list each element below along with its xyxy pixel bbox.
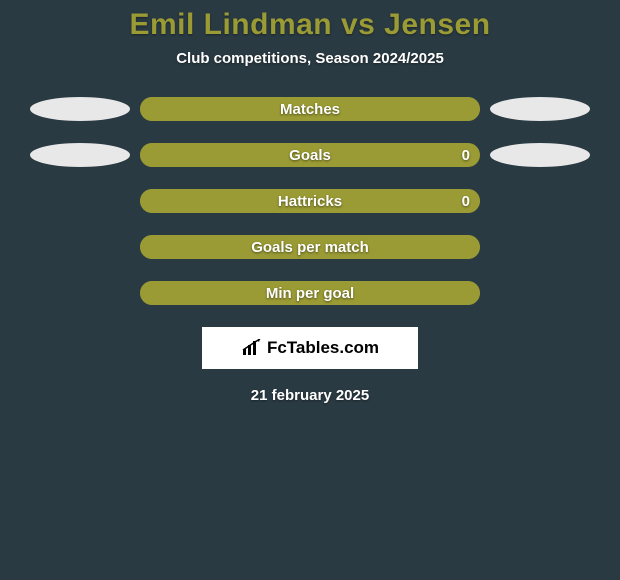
stat-row: Hattricks0 (0, 189, 620, 213)
stat-row: Min per goal (0, 281, 620, 305)
chart-icon (241, 339, 263, 357)
stat-right-value: 0 (462, 143, 470, 167)
stat-label: Goals (140, 143, 480, 167)
logo: FcTables.com (241, 338, 379, 358)
stat-bar: Min per goal (140, 281, 480, 305)
stat-bar: Matches (140, 97, 480, 121)
stat-bar: Goals per match (140, 235, 480, 259)
left-ellipse (30, 143, 130, 167)
main-container: Emil Lindman vs Jensen Club competitions… (0, 0, 620, 404)
right-ellipse (490, 97, 590, 121)
stat-right-value: 0 (462, 189, 470, 213)
logo-box: FcTables.com (202, 327, 418, 369)
page-title: Emil Lindman vs Jensen (0, 8, 620, 42)
stat-label: Goals per match (140, 235, 480, 259)
stats-area: MatchesGoals0Hattricks0Goals per matchMi… (0, 97, 620, 305)
date-text: 21 february 2025 (0, 387, 620, 404)
stat-row: Goals0 (0, 143, 620, 167)
stat-bar: Goals0 (140, 143, 480, 167)
logo-text: FcTables.com (267, 338, 379, 358)
right-ellipse (490, 143, 590, 167)
left-ellipse (30, 97, 130, 121)
stat-label: Matches (140, 97, 480, 121)
stat-bar: Hattricks0 (140, 189, 480, 213)
page-subtitle: Club competitions, Season 2024/2025 (0, 50, 620, 67)
stat-label: Min per goal (140, 281, 480, 305)
stat-row: Goals per match (0, 235, 620, 259)
stat-label: Hattricks (140, 189, 480, 213)
stat-row: Matches (0, 97, 620, 121)
